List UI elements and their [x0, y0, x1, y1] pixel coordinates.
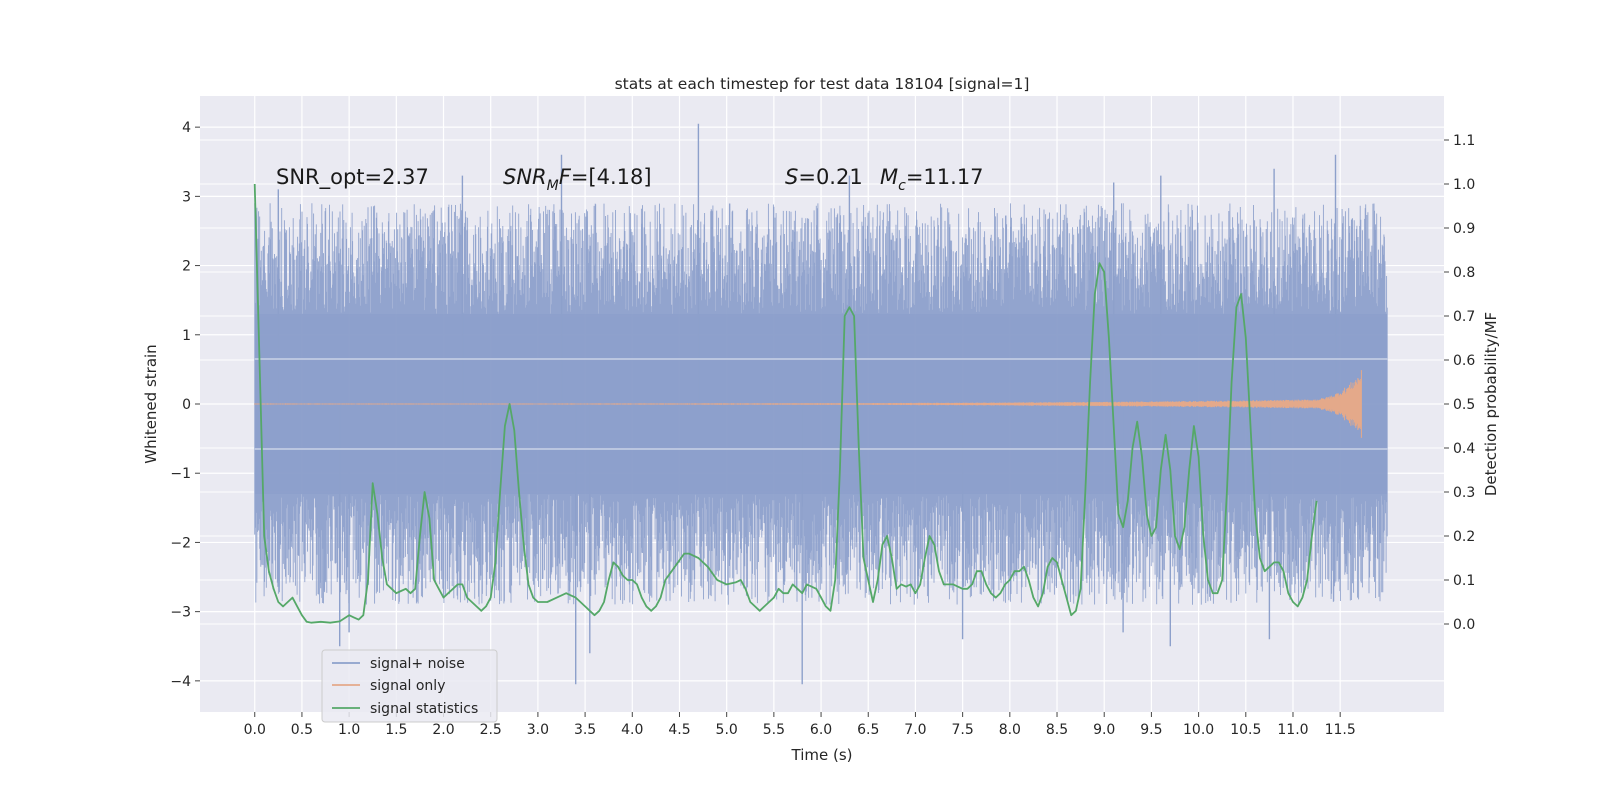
x-tick-label: 4.5	[668, 722, 690, 738]
x-tick-label: 8.0	[999, 722, 1021, 738]
x-tick-label: 2.0	[432, 722, 454, 738]
legend-label-signal-noise: signal+ noise	[370, 656, 465, 672]
y-tick-label-left: 1	[182, 328, 191, 344]
y-axis-right-label: Detection probability/MF	[1482, 312, 1500, 496]
chart-title: stats at each timestep for test data 181…	[615, 75, 1030, 93]
x-tick-label: 1.0	[338, 722, 360, 738]
series-signal-only	[254, 370, 1362, 438]
x-tick-label: 9.5	[1140, 722, 1162, 738]
legend-box	[321, 649, 498, 723]
y-axis-left: −4 −3 −2 −1 0 1 2 3 4	[170, 120, 200, 690]
y-tick-label-left: −2	[170, 535, 191, 551]
y-tick-label-left: 4	[182, 120, 191, 136]
x-tick-label: 11.5	[1325, 722, 1356, 738]
x-tick-label: 0.0	[244, 722, 266, 738]
x-tick-label: 7.5	[952, 722, 974, 738]
annotation-snr-mf-tail: F	[559, 165, 572, 189]
noise-peak-lines	[277, 123, 1337, 685]
annotation-spin-value: =0.21	[798, 165, 862, 189]
y-tick-label-right: 0.1	[1453, 573, 1475, 589]
legend-label-signal-statistics: signal statistics	[370, 701, 478, 717]
annotation-snr-mf: SNRMF=[4.18]	[503, 165, 652, 194]
series-signal-statistics	[253, 183, 1318, 624]
legend-item-signal-noise: signal+ noise	[332, 656, 465, 672]
x-tick-label: 11.0	[1277, 722, 1308, 738]
annotation-chirp-mass-sub: c	[898, 178, 906, 194]
y-tick-label-right: 0.2	[1453, 529, 1475, 545]
annotation-chirp-mass-base: M	[880, 165, 898, 189]
y-tick-label-left: 3	[182, 189, 191, 205]
x-tick-label: 4.0	[621, 722, 643, 738]
x-tick-label: 6.0	[810, 722, 832, 738]
legend-label-signal-only: signal only	[370, 678, 445, 694]
x-tick-label: 0.5	[291, 722, 313, 738]
y-tick-label-right: 0.5	[1453, 397, 1475, 413]
y-tick-label-right: 1.0	[1453, 177, 1475, 193]
legend: signal+ noise signal only signal statist…	[321, 649, 498, 723]
y-axis-left-label: Whitened strain	[142, 344, 160, 463]
x-tick-label: 10.0	[1183, 722, 1214, 738]
x-tick-label: 9.0	[1093, 722, 1115, 738]
y-tick-label-right: 0.0	[1453, 617, 1475, 633]
y-tick-label-left: 0	[182, 397, 191, 413]
y-tick-label-right: 1.1	[1453, 133, 1475, 149]
y-tick-label-left: −3	[170, 605, 191, 621]
y-tick-label-right: 0.9	[1453, 221, 1475, 237]
annotation-snr-mf-base: SNR	[503, 165, 547, 189]
y-tick-label-right: 0.8	[1453, 265, 1475, 281]
annotation-chirp-mass-value: =11.17	[906, 165, 984, 189]
annotation-snr-opt: SNR_opt=2.37	[276, 165, 429, 190]
series-layer	[253, 123, 1388, 685]
y-axis-right: 0.0 0.1 0.2 0.3 0.4 0.5 0.6 0.7 0.8 0.9 1.0 1.1	[1444, 133, 1475, 633]
y-tick-label-right: 0.7	[1453, 309, 1475, 325]
x-tick-label: 3.5	[574, 722, 596, 738]
x-tick-label: 10.5	[1230, 722, 1261, 738]
series-signal-noise-spikes	[254, 123, 1388, 685]
annotation-snr-mf-sub: M	[547, 178, 559, 194]
y-tick-label-left: 2	[182, 259, 191, 275]
x-axis: 0.0 0.5 1.0 1.5 2.0 2.5 3.0 3.5 4.0 4.5 5.0 5.5 6.0 6…	[244, 712, 1356, 738]
x-tick-label: 2.5	[480, 722, 502, 738]
x-tick-label: 6.5	[857, 722, 879, 738]
x-tick-label: 1.5	[385, 722, 407, 738]
x-tick-label: 8.5	[1046, 722, 1068, 738]
y-tick-label-right: 0.6	[1453, 353, 1475, 369]
y-tick-label-left: −1	[170, 466, 191, 482]
legend-item-signal-statistics: signal statistics	[332, 701, 478, 717]
annotation-spin-base: S	[785, 165, 798, 189]
legend-item-signal-only: signal only	[332, 678, 445, 694]
x-tick-label: 5.0	[716, 722, 738, 738]
x-axis-label: Time (s)	[791, 746, 853, 764]
y-tick-label-left: −4	[170, 674, 191, 690]
x-tick-label: 5.5	[763, 722, 785, 738]
annotations: SNR_opt=2.37 SNRMF=[4.18] S=0.21 Mc=11.1…	[276, 165, 984, 194]
y-tick-label-right: 0.4	[1453, 441, 1475, 457]
x-tick-label: 3.0	[527, 722, 549, 738]
annotation-chirp-mass: Mc=11.17	[880, 165, 984, 194]
annotation-snr-mf-value: =[4.18]	[571, 165, 652, 189]
annotation-spin: S=0.21	[785, 165, 863, 189]
y-tick-label-right: 0.3	[1453, 485, 1475, 501]
x-tick-label: 7.0	[904, 722, 926, 738]
